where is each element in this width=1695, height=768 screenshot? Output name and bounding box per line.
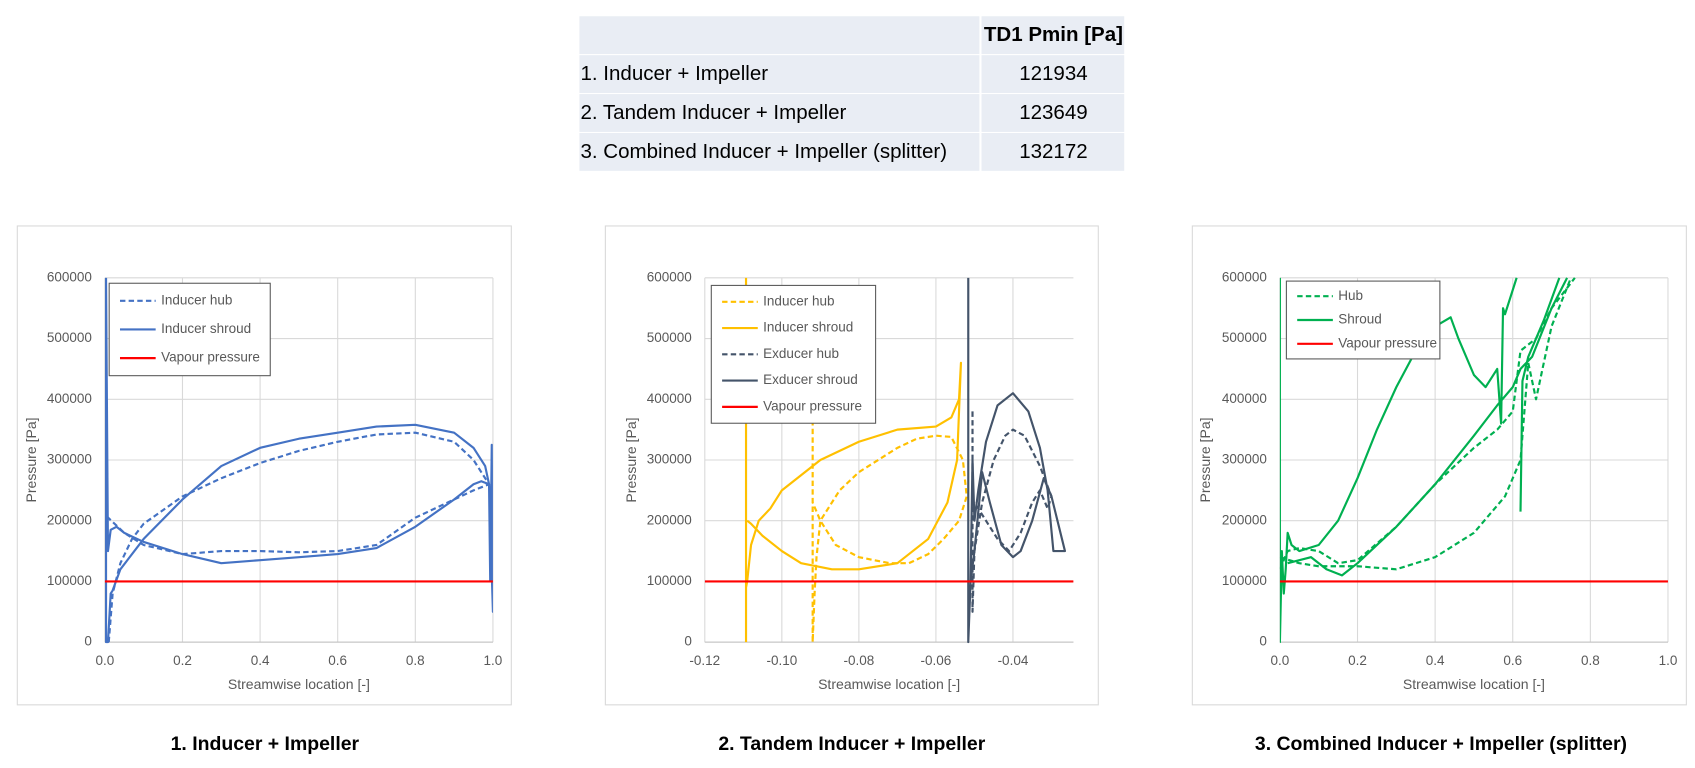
y-axis-title: Pressure [Pa] xyxy=(623,417,639,502)
x-axis-title: Streamwise location [-] xyxy=(818,676,960,692)
legend-label: Shroud xyxy=(1338,312,1382,327)
y-tick-label: 0 xyxy=(684,634,692,649)
y-tick-label: 400000 xyxy=(1222,391,1267,406)
y-tick-label: 0 xyxy=(1259,634,1267,649)
x-tick-label: -0.06 xyxy=(921,653,952,668)
chart-title: 1. Inducer + Impeller xyxy=(171,733,360,755)
x-tick-label: 0.2 xyxy=(1348,653,1367,668)
x-tick-label: 1.0 xyxy=(1659,653,1678,668)
table-header-cell xyxy=(981,16,1125,55)
y-tick-label: 300000 xyxy=(1222,452,1267,467)
x-tick-label: 1.0 xyxy=(484,653,503,668)
x-tick-label: 0.8 xyxy=(1581,653,1600,668)
y-tick-label: 200000 xyxy=(1222,512,1267,527)
y-tick-label: 200000 xyxy=(47,512,92,527)
x-tick-label: 0.0 xyxy=(1271,653,1290,668)
legend-label: Inducer hub xyxy=(763,293,834,308)
y-tick-label: 100000 xyxy=(47,573,92,588)
y-tick-label: 500000 xyxy=(1222,330,1267,345)
y-tick-label: 400000 xyxy=(47,391,92,406)
x-tick-label: -0.10 xyxy=(766,653,797,668)
x-tick-label: 0.4 xyxy=(251,653,270,668)
table-cell xyxy=(981,55,1125,93)
y-tick-label: 500000 xyxy=(647,330,692,345)
y-tick-label: 100000 xyxy=(647,573,692,588)
table-cell xyxy=(981,94,1125,132)
legend-label: Vapour pressure xyxy=(161,350,260,365)
series-line xyxy=(967,277,1067,644)
table-cell xyxy=(579,55,980,93)
x-axis-title: Streamwise location [-] xyxy=(1403,676,1545,692)
x-tick-label: -0.08 xyxy=(843,653,874,668)
y-axis-title: Pressure [Pa] xyxy=(23,417,39,502)
table-header: TD1 Pmin [Pa] xyxy=(984,23,1123,46)
series-line xyxy=(104,431,491,643)
y-tick-label: 600000 xyxy=(47,269,92,284)
table-cell xyxy=(579,94,980,132)
legend-box xyxy=(710,284,877,424)
x-tick-label: -0.12 xyxy=(689,653,720,668)
y-tick-label: 400000 xyxy=(647,391,692,406)
chart: 0 100000 200000 300000 400000 500000 600000 0.0… xyxy=(1191,225,1687,755)
x-tick-label: 0.0 xyxy=(95,653,114,668)
x-tick-label: 0.4 xyxy=(1426,653,1445,668)
chart-title: 3. Combined Inducer + Impeller (splitter… xyxy=(1255,733,1627,755)
table-value: 132172 xyxy=(1019,140,1087,163)
legend-label: Exducer hub xyxy=(763,346,839,361)
legend-label: Exducer shroud xyxy=(763,372,858,387)
chart-title: 2. Tandem Inducer + Impeller xyxy=(718,733,985,755)
x-tick-label: 0.8 xyxy=(406,653,425,668)
x-tick-label: -0.04 xyxy=(998,653,1029,668)
y-tick-label: 600000 xyxy=(1222,269,1267,284)
table-header-cell xyxy=(579,16,980,55)
table-value: 123649 xyxy=(1019,101,1087,124)
y-tick-label: 300000 xyxy=(47,452,92,467)
y-tick-label: 200000 xyxy=(647,512,692,527)
y-tick-label: 500000 xyxy=(47,330,92,345)
x-tick-label: 0.6 xyxy=(1503,653,1522,668)
y-tick-label: 100000 xyxy=(1222,573,1267,588)
chart: 0 100000 200000 300000 400000 500000 600000 0.0… xyxy=(16,225,512,755)
series-line xyxy=(1279,277,1569,644)
legend-label: Inducer shroud xyxy=(763,320,853,335)
legend-label: Vapour pressure xyxy=(763,398,862,413)
y-tick-label: 300000 xyxy=(647,452,692,467)
legend-label: Inducer shroud xyxy=(161,321,251,336)
table-row-label: 2. Tandem Inducer + Impeller xyxy=(580,101,846,124)
chart-frame xyxy=(16,225,512,706)
legend-label: Vapour pressure xyxy=(1338,335,1437,350)
legend-label: Hub xyxy=(1338,288,1363,303)
x-tick-label: 0.2 xyxy=(173,653,192,668)
table-cell xyxy=(579,132,980,171)
series-line xyxy=(104,277,493,644)
chart: 0 100000 200000 300000 400000 500000 600000 -0.… xyxy=(604,225,1099,755)
table-value: 121934 xyxy=(1019,62,1087,85)
table-row-label: 3. Combined Inducer + Impeller (splitter… xyxy=(580,140,947,163)
legend-label: Inducer hub xyxy=(161,292,232,307)
x-axis-title: Streamwise location [-] xyxy=(228,676,370,692)
table-row-label: 1. Inducer + Impeller xyxy=(580,62,768,85)
y-axis-title: Pressure [Pa] xyxy=(1197,417,1213,502)
table-cell xyxy=(981,132,1125,171)
y-tick-label: 0 xyxy=(84,634,92,649)
y-tick-label: 600000 xyxy=(647,269,692,284)
x-tick-label: 0.6 xyxy=(328,653,347,668)
